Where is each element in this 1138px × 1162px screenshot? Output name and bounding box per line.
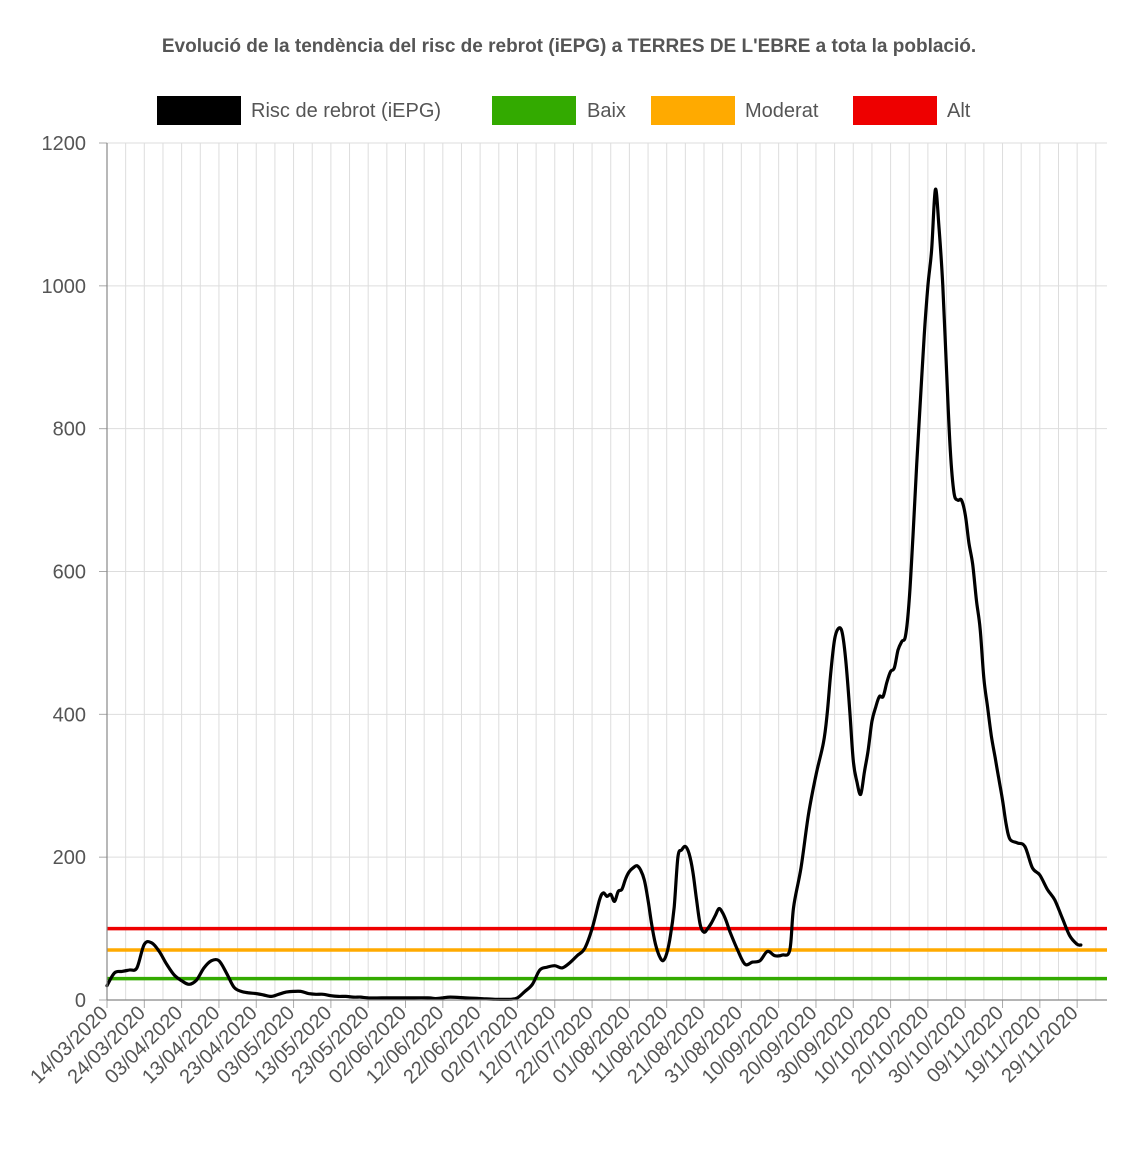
threshold-lines	[107, 926, 1107, 981]
y-tick-label: 600	[53, 562, 86, 584]
y-tick-label: 1000	[42, 276, 87, 298]
legend-item[interactable]: Alt	[853, 96, 971, 125]
axes	[106, 143, 1107, 1001]
legend-swatch	[157, 96, 241, 125]
series-line-iepg	[105, 187, 1083, 1002]
legend-label: Baix	[587, 100, 626, 122]
legend-swatch	[853, 96, 937, 125]
legend-label: Alt	[947, 100, 971, 122]
legend-swatch	[492, 96, 576, 125]
y-axis-ticks: 0 200 400 600 800 1000 1200	[42, 133, 107, 1012]
y-tick-label: 0	[75, 990, 86, 1012]
legend-item[interactable]: Baix	[492, 96, 626, 125]
legend-label: Moderat	[745, 100, 819, 122]
legend-label: Risc de rebrot (iEPG)	[251, 100, 441, 122]
grid	[107, 142, 1107, 1000]
legend-item[interactable]: Moderat	[651, 96, 819, 125]
x-axis-ticks: 14/03/202024/03/202003/04/202013/04/2020…	[26, 1000, 1083, 1088]
y-tick-label: 800	[53, 419, 86, 441]
y-tick-label: 400	[53, 704, 86, 726]
y-tick-label: 200	[53, 847, 86, 869]
y-tick-label: 1200	[42, 133, 87, 155]
legend-item[interactable]: Risc de rebrot (iEPG)	[157, 96, 441, 125]
series	[105, 187, 1083, 1002]
chart-title: Evolució de la tendència del risc de reb…	[162, 36, 976, 57]
legend-swatch	[651, 96, 735, 125]
legend[interactable]: Risc de rebrot (iEPG) Baix Moderat Alt	[157, 96, 971, 125]
